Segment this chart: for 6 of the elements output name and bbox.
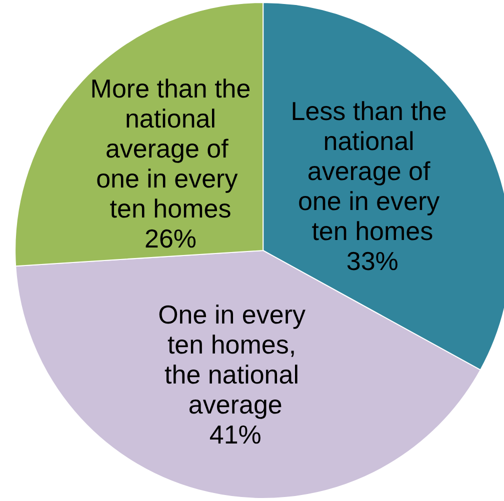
slice-label: One in every ten homes, the national average xyxy=(158,299,313,420)
data-label: 41% xyxy=(209,419,262,450)
slice-label: More than the national average of one in every ten homes xyxy=(90,74,251,224)
slice-label: Less than the national average of one in every ten homes xyxy=(290,96,454,246)
data-label: 26% xyxy=(144,224,197,254)
data-label: 33% xyxy=(346,246,398,276)
